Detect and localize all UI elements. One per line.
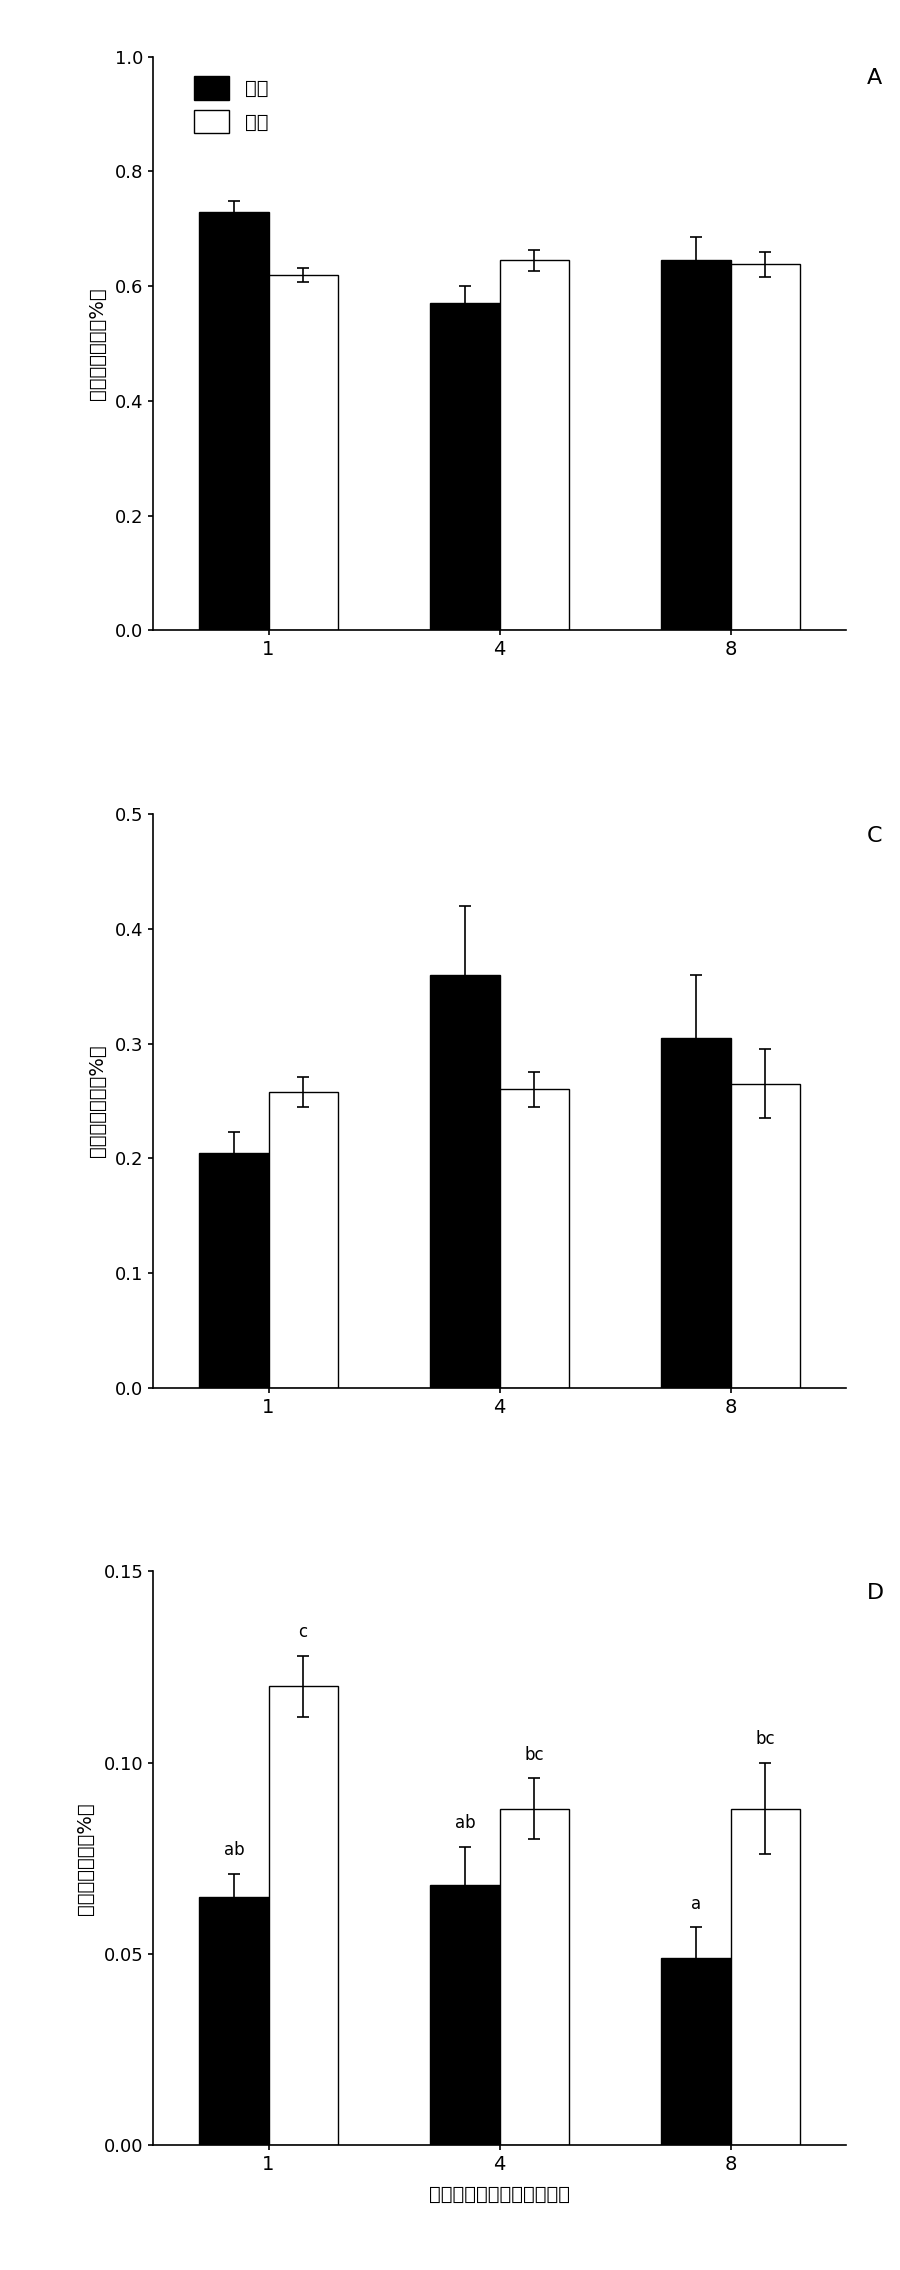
Bar [430, 1884, 500, 2145]
Bar [268, 1687, 338, 2145]
Bar [199, 1895, 268, 2145]
Bar [662, 1957, 731, 2145]
Bar [500, 1090, 569, 1387]
Text: D: D [867, 1582, 884, 1603]
Bar [500, 1809, 569, 2145]
Text: bc: bc [525, 1746, 544, 1764]
Text: bc: bc [755, 1730, 775, 1748]
Y-axis label: 茎生物量分配（%）: 茎生物量分配（%） [87, 1044, 106, 1158]
Text: ab: ab [454, 1814, 475, 1832]
Bar [731, 1809, 800, 2145]
Bar [500, 261, 569, 631]
Legend: 对照, 水淠: 对照, 水淠 [191, 73, 273, 136]
Bar [268, 275, 338, 631]
Bar [199, 1153, 268, 1387]
Text: ab: ab [223, 1841, 244, 1859]
Y-axis label: 叶生物量分配（%）: 叶生物量分配（%） [87, 288, 106, 400]
Text: C: C [867, 826, 882, 844]
Text: a: a [691, 1895, 701, 1914]
Text: c: c [299, 1623, 308, 1641]
Bar [199, 211, 268, 631]
Y-axis label: 根生物量分配（%）: 根生物量分配（%） [76, 1802, 95, 1914]
Text: A: A [867, 68, 882, 89]
X-axis label: 遗传多样性（基因型数量）: 遗传多样性（基因型数量） [429, 2186, 570, 2204]
Bar [268, 1092, 338, 1387]
Bar [731, 263, 800, 631]
Bar [662, 261, 731, 631]
Bar [731, 1083, 800, 1387]
Bar [430, 304, 500, 631]
Bar [662, 1037, 731, 1387]
Bar [430, 974, 500, 1387]
